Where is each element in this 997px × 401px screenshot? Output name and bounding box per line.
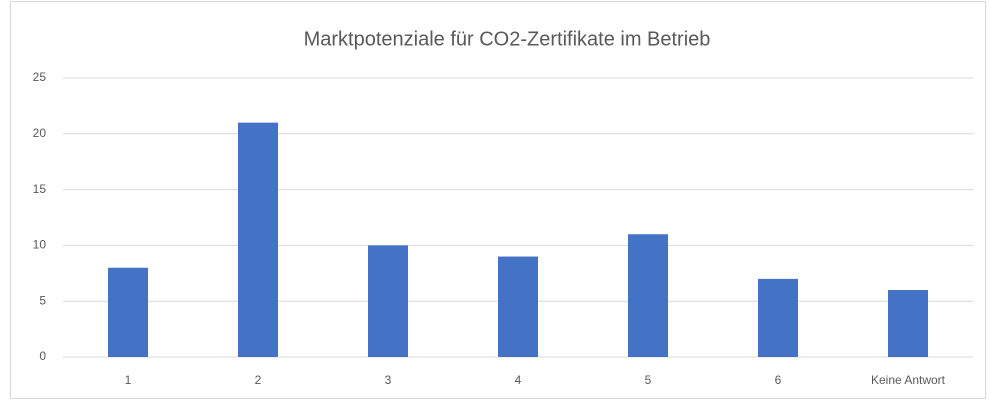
bar [368, 245, 408, 357]
x-tick-label: Keine Antwort [871, 373, 946, 387]
chart-title: Marktpotenziale für CO2-Zertifikate im B… [304, 28, 711, 50]
bar [238, 122, 278, 357]
x-tick-label: 4 [515, 373, 522, 387]
y-tick-label: 20 [33, 126, 47, 140]
bar [888, 290, 928, 357]
y-tick-label: 25 [33, 70, 47, 84]
x-tick-label: 2 [255, 373, 262, 387]
y-tick-label: 15 [33, 182, 47, 196]
x-tick-label: 6 [775, 373, 782, 387]
x-tick-label: 3 [385, 373, 392, 387]
bar [498, 256, 538, 357]
bar [108, 267, 148, 357]
x-tick-label: 5 [645, 373, 652, 387]
y-tick-label: 0 [39, 349, 46, 363]
x-tick-label: 1 [125, 373, 132, 387]
y-tick-label: 10 [33, 238, 47, 252]
bar [628, 234, 668, 357]
bar [758, 278, 798, 357]
y-tick-label: 5 [39, 293, 46, 307]
